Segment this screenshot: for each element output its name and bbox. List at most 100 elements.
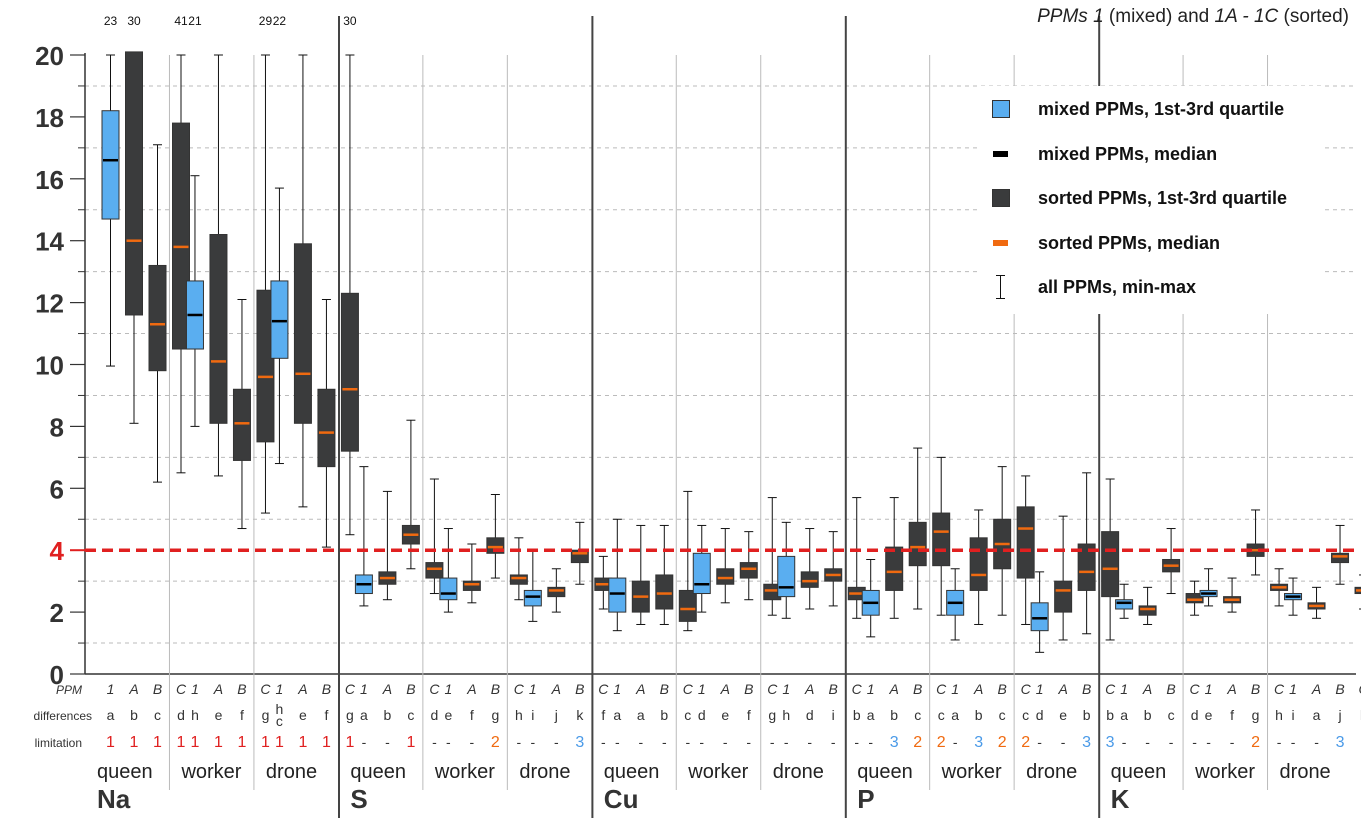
limitation-value: - (432, 734, 437, 750)
limitation-value: - (1192, 734, 1197, 750)
mixed-box (439, 577, 458, 601)
ppm-label: C (1274, 681, 1285, 697)
caste-label: drone (773, 761, 824, 783)
limitation-value: - (831, 734, 836, 750)
element-label: Cu (604, 784, 639, 814)
row-label-differences: differences (34, 709, 92, 723)
difference-letter: c (684, 707, 691, 723)
ppm-label: A (804, 681, 814, 697)
ppm-label: B (744, 681, 753, 697)
ppm-label: A (297, 681, 307, 697)
difference-letter: c (1022, 707, 1029, 723)
sorted-box (1016, 506, 1035, 579)
row-label-limitation: limitation (35, 736, 82, 750)
sorted-box (232, 388, 251, 461)
limitation-value: - (1291, 734, 1296, 750)
difference-letter: c (914, 707, 921, 723)
difference-letter: e (721, 707, 729, 723)
sorted-median-swatch (993, 240, 1008, 246)
difference-letter: h (782, 707, 790, 723)
limitation-value: - (1122, 734, 1127, 750)
difference-letter: a (107, 707, 115, 723)
limitation-value: - (723, 734, 728, 750)
element-label: P (857, 784, 874, 814)
legend-label: all PPMs, min-max (1038, 276, 1197, 297)
limitation-value: - (1277, 734, 1282, 750)
caste-label: worker (687, 761, 748, 783)
y-tick-label: 20 (35, 41, 64, 71)
difference-letter: h (515, 707, 523, 723)
legend: mixed PPMs, 1st-3rd quartile mixed PPMs,… (980, 86, 1325, 314)
sorted-box (125, 51, 143, 316)
limitation-value: 3 (974, 734, 983, 751)
limitation-value: - (1061, 734, 1066, 750)
ppm-label: B (1335, 681, 1344, 697)
y-tick-label: 12 (35, 289, 64, 319)
limitation-value: 3 (890, 734, 899, 751)
difference-letter: f (324, 707, 328, 723)
difference-letter: d (1191, 707, 1199, 723)
limitation-value: 1 (406, 734, 415, 751)
ppm-label: B (660, 681, 669, 697)
legend-item-mixed-quartile: mixed PPMs, 1st-3rd quartile (980, 94, 1284, 124)
y-tick-label: 16 (35, 165, 64, 195)
sorted-box (1077, 543, 1096, 591)
mixed-box (608, 577, 627, 613)
limitation-value: - (446, 734, 451, 750)
difference-letter: a (360, 707, 368, 723)
limitation-value: - (601, 734, 606, 750)
mixed-box (101, 110, 120, 220)
sorted-box (1185, 593, 1204, 604)
difference-letter: a (1120, 707, 1128, 723)
caste-label: drone (266, 761, 317, 783)
ppm-label: C (1190, 681, 1201, 697)
sorted-box (739, 562, 758, 579)
limitation-value: 3 (1106, 734, 1115, 751)
ppm-label: 1 (529, 681, 537, 697)
ppm-label: A (1226, 681, 1236, 697)
ppm-label: C (514, 681, 525, 697)
sorted-box (1138, 605, 1157, 616)
caste-label: queen (857, 761, 913, 783)
ppm-label: 1 (276, 681, 284, 697)
limitation-value: - (662, 734, 667, 750)
difference-letter: f (601, 707, 605, 723)
ppm-label: C (1021, 681, 1032, 697)
difference-letter: d (177, 707, 185, 723)
limitation-value: 3 (575, 734, 584, 751)
limitation-value: 2 (937, 734, 946, 751)
ppm-label: A (973, 681, 983, 697)
limitation-value: 1 (345, 734, 354, 751)
limitation-value: 1 (261, 734, 270, 751)
limitation-value: 2 (913, 734, 922, 751)
ppm-label: 1 (1289, 681, 1297, 697)
limitation-value: 1 (191, 734, 200, 751)
ppm-label: B (575, 681, 584, 697)
caste-label: worker (434, 761, 495, 783)
difference-letter: a (613, 707, 621, 723)
limitation-value: 2 (1021, 734, 1030, 751)
difference-letter: c (938, 707, 945, 723)
difference-letter: a (951, 707, 959, 723)
difference-letter: b (890, 707, 898, 723)
y-tick-label: 4 (50, 536, 65, 566)
limitation-value: 2 (491, 734, 500, 751)
caste-label: queen (604, 761, 660, 783)
ppm-label: 1 (698, 681, 706, 697)
ppm-label: C (1105, 681, 1116, 697)
caste-label: worker (180, 761, 241, 783)
limitation-value: - (854, 734, 859, 750)
sorted-box (462, 580, 481, 591)
difference-letter: b (1144, 707, 1152, 723)
difference-letter: h (191, 707, 199, 723)
sorted-box (932, 512, 951, 567)
limitation-value: - (953, 734, 958, 750)
mixed-box (523, 589, 542, 607)
limitation-value: - (470, 734, 475, 750)
ppm-label: C (260, 681, 271, 697)
ppm-label: A (382, 681, 392, 697)
ppm-label: B (153, 681, 162, 697)
difference-letter: d (698, 707, 706, 723)
sorted-box (547, 586, 566, 598)
ppm-label: B (1082, 681, 1091, 697)
